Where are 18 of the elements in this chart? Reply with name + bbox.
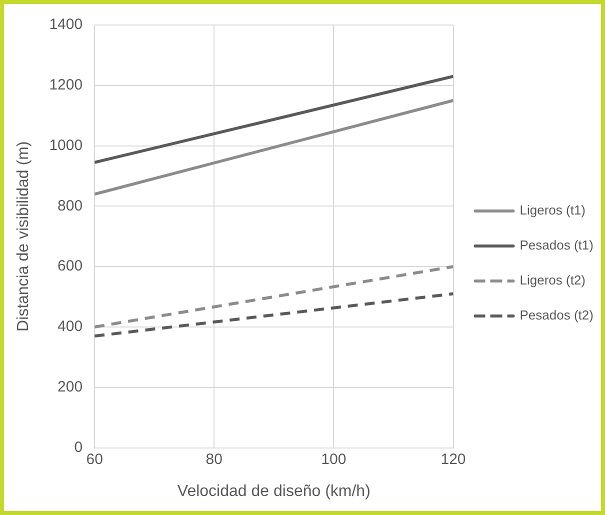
y-tick-label: 1000 bbox=[49, 136, 83, 154]
x-tick-label: 100 bbox=[321, 450, 346, 468]
x-tick-label: 80 bbox=[206, 450, 222, 468]
legend-label: Pesados (t1) bbox=[520, 238, 594, 253]
x-axis-title: Velocidad de diseño (km/h) bbox=[177, 482, 370, 500]
y-tick-label: 200 bbox=[58, 378, 83, 396]
y-tick-label: 400 bbox=[58, 318, 83, 336]
x-tick-label: 60 bbox=[86, 450, 103, 468]
y-tick-label: 1400 bbox=[49, 16, 83, 34]
legend-label: Ligeros (t2) bbox=[520, 272, 586, 288]
legend-label: Pesados (t2) bbox=[520, 308, 594, 323]
legend-label: Ligeros (t1) bbox=[520, 202, 586, 218]
y-axis-title: Distancia de visibilidad (m) bbox=[15, 141, 32, 332]
y-tick-label: 800 bbox=[58, 197, 83, 214]
y-tick-label: 0 bbox=[74, 438, 83, 456]
y-tick-label: 1200 bbox=[49, 76, 83, 94]
x-tick-label: 120 bbox=[440, 450, 466, 468]
y-tick-label: 600 bbox=[58, 258, 83, 275]
